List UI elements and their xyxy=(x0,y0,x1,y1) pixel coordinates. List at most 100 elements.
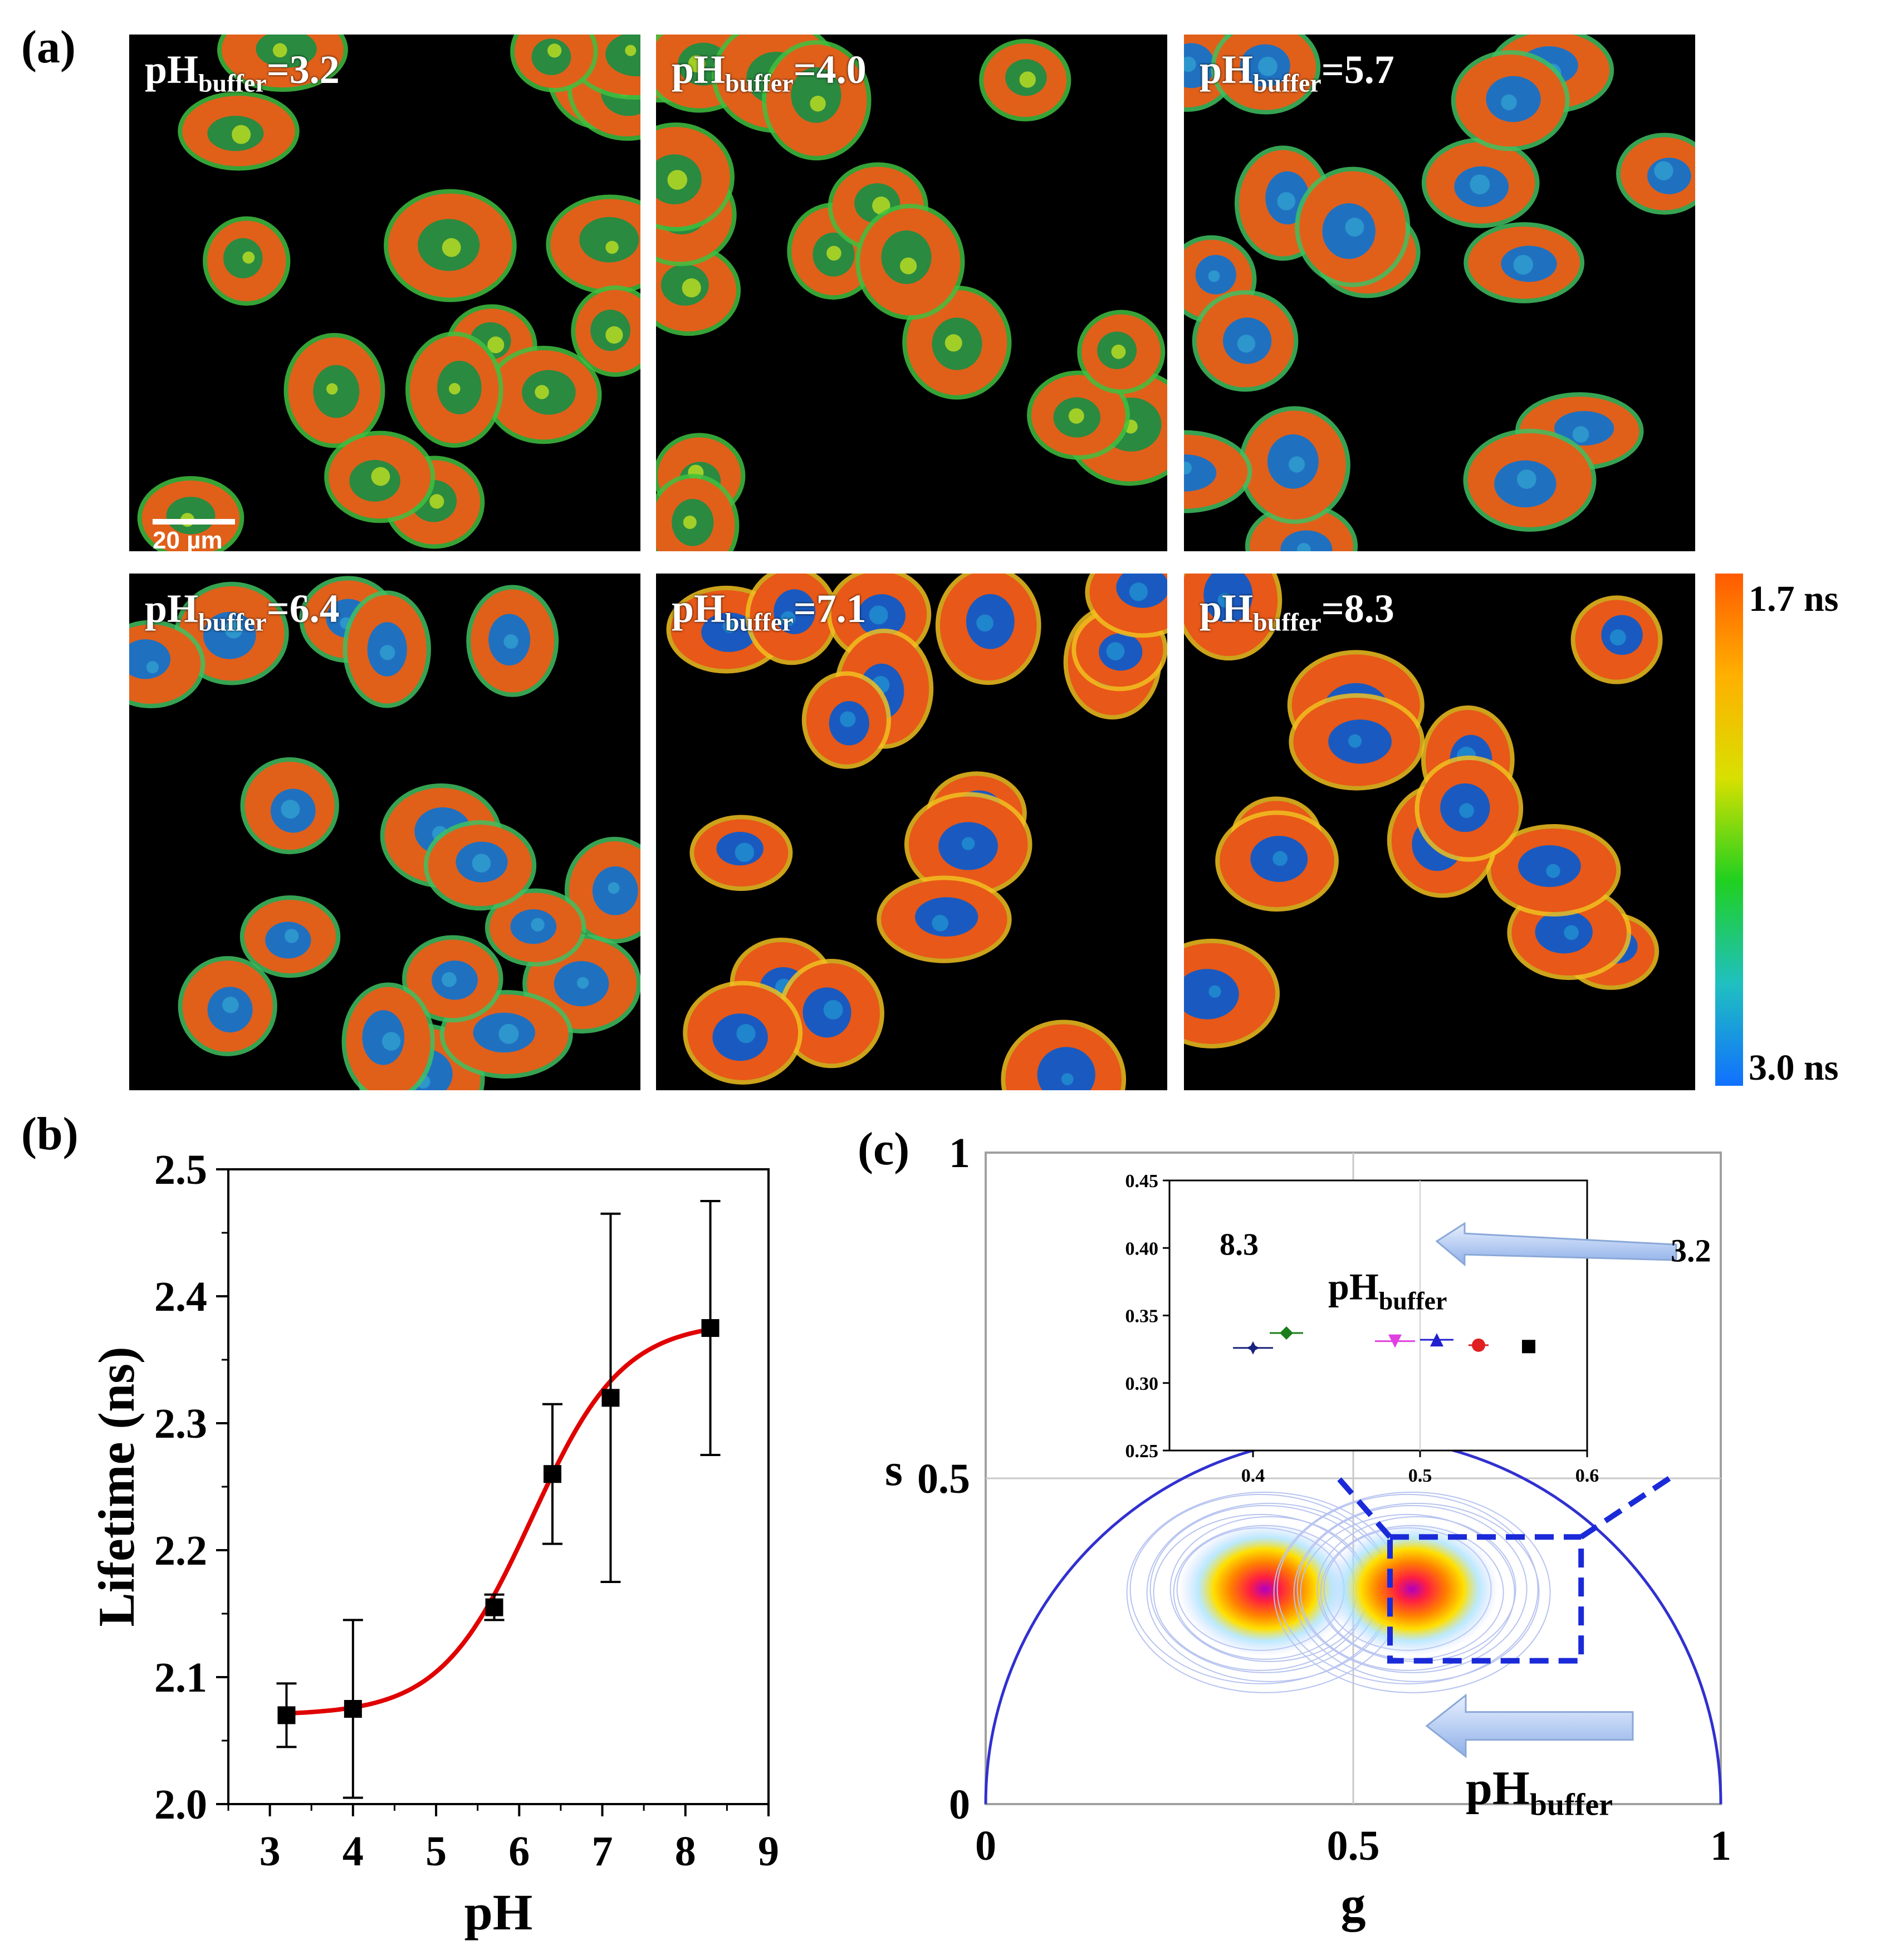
y-tick-label: 1 xyxy=(949,1130,970,1177)
cell-nucleolus xyxy=(899,257,917,275)
cell-nucleolus xyxy=(736,1024,756,1043)
cell xyxy=(217,35,348,92)
y-tick-label: 2.5 xyxy=(154,1146,207,1193)
cell-field xyxy=(1184,574,1663,1048)
cell xyxy=(485,345,602,444)
x-tick-label: 8 xyxy=(675,1828,696,1875)
data-point xyxy=(601,1389,620,1407)
cell-nucleolus xyxy=(1348,734,1362,748)
cell-nucleolus xyxy=(869,605,888,625)
cell-nucleolus xyxy=(242,251,255,264)
x-tick-label: 9 xyxy=(758,1828,779,1875)
plot-frame xyxy=(227,1168,770,1805)
cell-nucleolus xyxy=(472,854,491,873)
y-tick-label: 2.2 xyxy=(154,1527,207,1574)
panel-label-a: (a) xyxy=(21,21,76,73)
y-tick-label: 0 xyxy=(949,1781,970,1828)
inset-y-tick-label: 0.25 xyxy=(1125,1441,1159,1462)
cell xyxy=(1184,430,1252,513)
inset-label-low: 8.3 xyxy=(1220,1227,1259,1262)
cell-field xyxy=(666,574,1167,1090)
cell xyxy=(546,194,640,295)
cell-nucleolus xyxy=(1061,1073,1074,1085)
x-tick-label: 4 xyxy=(342,1828,364,1875)
data-point xyxy=(277,1706,296,1724)
phasor-cluster xyxy=(1178,1522,1352,1656)
inset-x-tick-label: 0.6 xyxy=(1575,1466,1599,1486)
cell-nucleolus xyxy=(1184,56,1196,72)
cell-nucleus xyxy=(1184,43,1215,89)
cell xyxy=(283,333,385,448)
cell xyxy=(324,430,435,523)
cell-nucleolus xyxy=(1572,426,1589,443)
cell xyxy=(778,958,884,1069)
cell xyxy=(1415,756,1524,862)
inset-y-tick-label: 0.35 xyxy=(1125,1306,1159,1327)
cell xyxy=(1451,50,1570,151)
micrograph-ph-4-0: pHbuffer=4.0 xyxy=(656,35,1167,551)
inset-data-point xyxy=(1430,1333,1443,1347)
cell-nucleolus xyxy=(1272,851,1288,866)
cell xyxy=(979,38,1071,122)
cell-nucleolus xyxy=(429,494,444,509)
cell-nucleolus xyxy=(840,711,856,727)
contour-line xyxy=(1296,1505,1528,1673)
cell-nucleolus xyxy=(682,278,701,298)
cell-nucleolus xyxy=(285,929,299,943)
cell xyxy=(656,122,735,232)
cell xyxy=(466,585,559,697)
micrograph-ph-7-1: pHbuffer=7.1 xyxy=(656,574,1167,1090)
zoom-box xyxy=(1387,1534,1584,1664)
cell xyxy=(402,935,503,1023)
cell-nucleus xyxy=(579,217,639,263)
cell-nucleolus xyxy=(381,1032,401,1051)
inset-frame xyxy=(1168,1179,1588,1452)
cell-nucleolus xyxy=(442,238,461,257)
cell-nucleolus xyxy=(1106,642,1125,660)
cell xyxy=(1184,938,1280,1048)
cell xyxy=(1027,370,1130,460)
cell-nucleolus xyxy=(1129,582,1148,601)
cell-nucleolus xyxy=(1297,543,1311,551)
contour-line xyxy=(1300,1513,1515,1671)
cell xyxy=(1239,406,1350,524)
cell-nucleolus xyxy=(1654,161,1673,180)
colorbar-top-label: 1.7 ns xyxy=(1749,579,1839,619)
cell xyxy=(571,285,640,377)
cell-nucleolus xyxy=(448,383,461,395)
cell-nucleolus xyxy=(503,634,518,649)
cell xyxy=(1486,824,1621,917)
zoom-connector xyxy=(1336,1476,1392,1539)
scale-bar-label: 20 µm xyxy=(153,527,223,551)
tile-label: pHbuffer=8.3 xyxy=(1200,586,1394,636)
cell-nucleolus xyxy=(1208,270,1220,282)
cell-nucleolus xyxy=(723,619,737,634)
cell-nucleolus xyxy=(810,95,826,112)
cell-nucleolus xyxy=(326,383,338,395)
cell xyxy=(1184,574,1283,661)
tile-label: pHbuffer=7.1 xyxy=(672,586,867,636)
micrograph-ph-8-3: pHbuffer=8.3 xyxy=(1184,574,1695,1090)
cell-field xyxy=(656,35,1167,551)
cell-nucleolus xyxy=(826,246,841,261)
inset-x-tick-label: 0.4 xyxy=(1241,1466,1265,1486)
inset-y-tick-label: 0.40 xyxy=(1125,1238,1159,1259)
y-axis-label: s xyxy=(885,1444,903,1495)
cell-nucleus xyxy=(605,35,640,77)
cell xyxy=(1215,810,1339,912)
inset-data-point xyxy=(1522,1340,1535,1354)
cell-nucleolus xyxy=(735,842,755,862)
cell xyxy=(341,982,435,1090)
cell xyxy=(656,474,740,551)
cell xyxy=(1295,166,1411,287)
cell-nucleus xyxy=(1184,454,1217,492)
cell-nucleolus xyxy=(944,334,962,352)
cell xyxy=(1464,222,1585,303)
cell xyxy=(1077,310,1166,394)
contour-line xyxy=(1276,1493,1539,1684)
micrograph-ph-5-7: pHbuffer=5.7 xyxy=(1184,35,1695,551)
contour-line xyxy=(1293,1502,1540,1682)
panel-label-c: (c) xyxy=(858,1123,910,1175)
data-point xyxy=(544,1465,561,1483)
